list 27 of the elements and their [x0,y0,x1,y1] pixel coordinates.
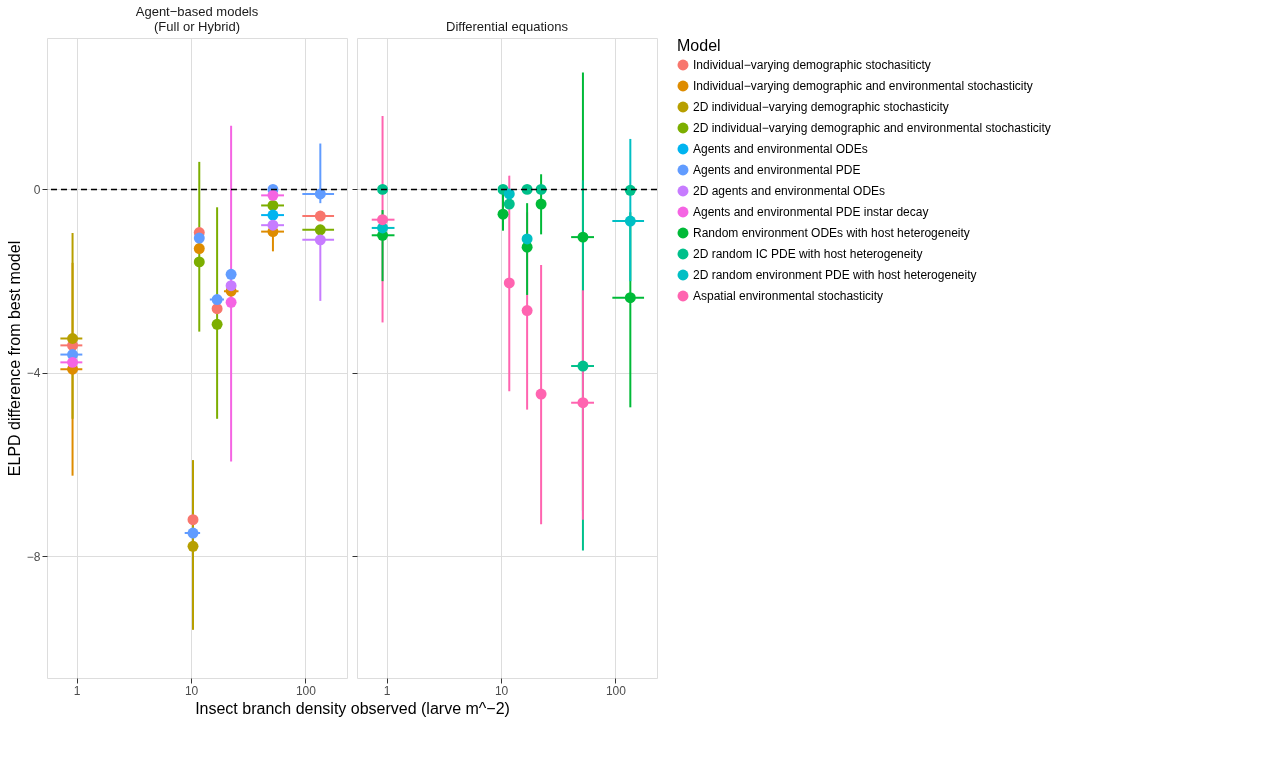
legend-label: Agents and environmental PDE instar decay [693,205,929,219]
y-axis-title: ELPD difference from best model [5,240,23,477]
legend-label: 2D individual−varying demographic stochasticity [693,100,949,114]
legend-label: Individual−varying demographic stochasiticty [693,58,931,72]
x-tick-label: 100 [295,683,317,698]
chart-title: Differential equations [446,19,569,34]
y-tick-label: −8 [26,549,41,564]
legend-label: Agents and environmental ODEs [693,142,868,156]
x-tick-label: 1 [383,683,391,698]
x-tick-label: 10 [184,683,199,698]
legend-label: 2D random environment PDE with host heterogeneity [693,268,977,282]
text: Agent−based models [135,4,259,19]
legend-label: Individual−varying demographic and environmental stochasticity [693,79,1033,93]
legend-label: 2D random IC PDE with host heterogeneity [693,247,923,261]
x-tick-label: 10 [494,683,509,698]
y-tick-label: −4 [26,366,41,381]
text: (Full or Hybrid) [154,19,240,34]
legend-label: Aspatial environmental stochasticity [693,289,884,303]
legend-label: Random environment ODEs with host heterogeneity [693,226,970,240]
x-axis-title: Insect branch density observed (larve m^−2) [195,699,510,717]
legend-label: Agents and environmental PDE [693,163,861,177]
x-tick-label: 100 [605,683,627,698]
legend-label: 2D individual−varying demographic and environmental stochasticity [693,121,1051,135]
x-tick-label: 1 [73,683,81,698]
legend-label: 2D agents and environmental ODEs [693,184,886,198]
y-tick-label: 0 [33,182,41,197]
legend-title: Model [677,37,721,54]
